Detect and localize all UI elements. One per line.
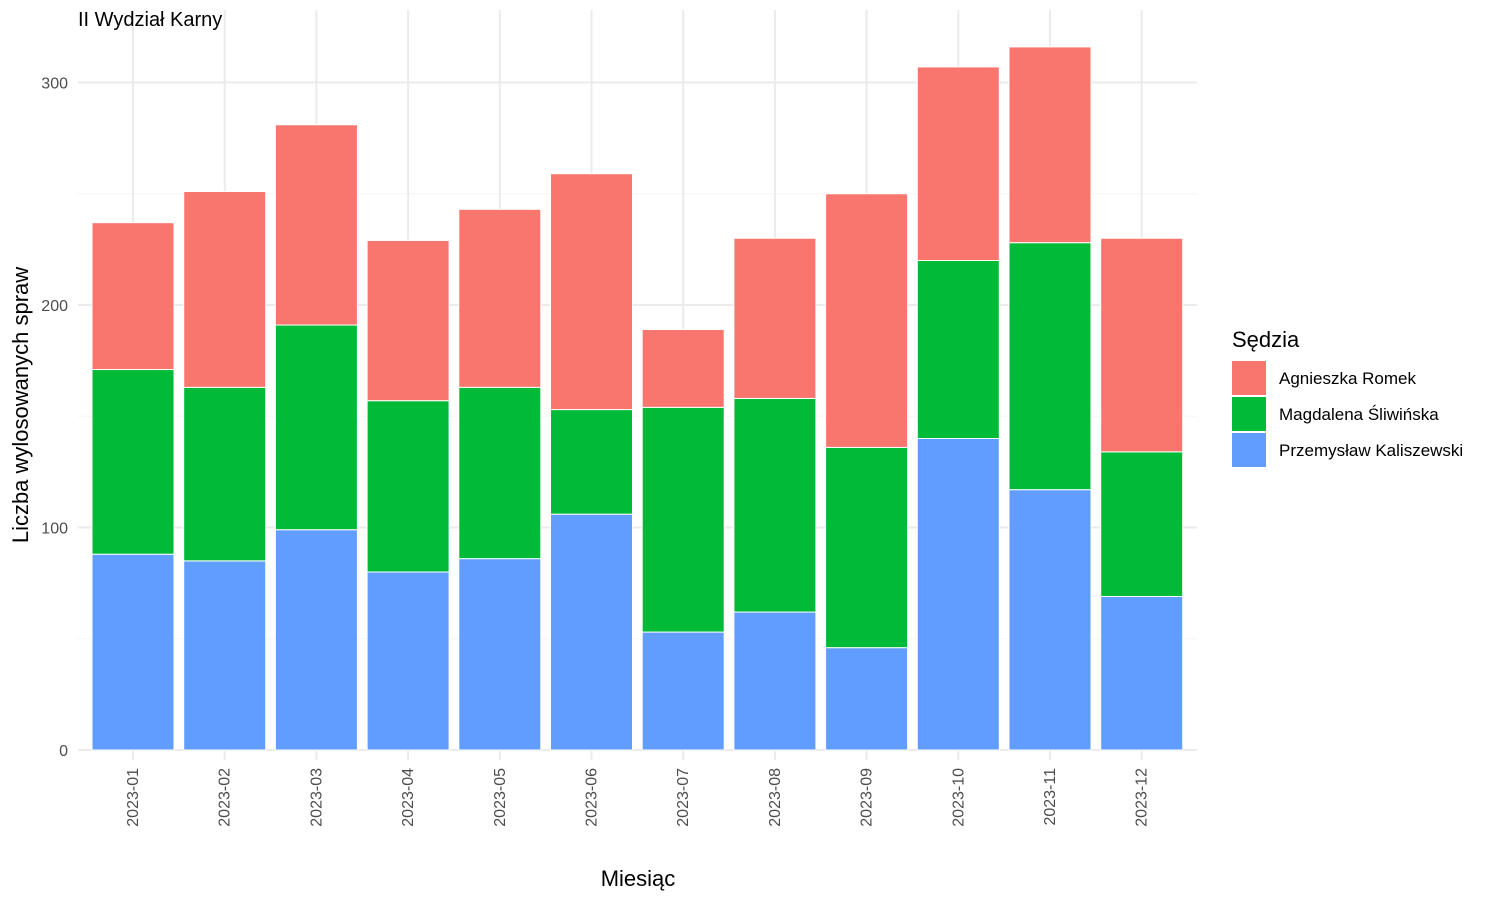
x-tick-label: 2023-02 <box>217 768 234 827</box>
bar-2023-05-1 <box>458 208 542 388</box>
bar-2023-09-3 <box>825 647 909 751</box>
bar-2023-08-3 <box>733 611 817 751</box>
bar-2023-03-2 <box>274 324 358 531</box>
bar-2023-08-1 <box>733 237 817 399</box>
bar-2023-05-3 <box>458 558 542 751</box>
y-tick-label: 0 <box>59 743 68 760</box>
bars <box>91 46 1184 751</box>
bar-2023-07-3 <box>641 631 725 751</box>
x-tick-label: 2023-04 <box>400 768 417 827</box>
bar-2023-02-3 <box>183 560 267 751</box>
bar-2023-03-1 <box>274 124 358 326</box>
legend-key-1 <box>1232 361 1266 395</box>
bar-2023-08-2 <box>733 397 817 613</box>
bar-2023-03-3 <box>274 529 358 751</box>
x-tick-label: 2023-10 <box>950 768 967 827</box>
bar-2023-05-2 <box>458 386 542 560</box>
bar-2023-04-3 <box>366 571 450 751</box>
bar-2023-12-2 <box>1100 451 1184 597</box>
legend-title: Sędzia <box>1232 327 1300 352</box>
x-tick-label: 2023-03 <box>308 768 325 827</box>
x-tick-label: 2023-11 <box>1042 768 1059 826</box>
y-axis-ticks: 0 100 200 300 <box>41 76 68 761</box>
bar-2023-10-1 <box>916 66 1000 261</box>
legend-label-3: Przemysław Kaliszewski <box>1279 441 1463 460</box>
bar-2023-11-3 <box>1008 489 1092 751</box>
x-axis-title: Miesiąc <box>601 866 676 891</box>
bar-2023-06-1 <box>550 173 633 411</box>
y-tick-label: 200 <box>41 298 68 315</box>
x-tick-label: 2023-06 <box>584 768 601 827</box>
x-tick-label: 2023-09 <box>859 768 876 827</box>
bar-2023-07-2 <box>641 406 725 633</box>
x-tick-label: 2023-12 <box>1134 768 1151 827</box>
x-tick-label: 2023-07 <box>675 768 692 827</box>
legend-items: Agnieszka Romek Magdalena Śliwińska Przemy… <box>1232 361 1463 467</box>
bar-2023-01-1 <box>91 222 175 371</box>
x-tick-label: 2023-08 <box>767 768 784 827</box>
bar-2023-01-2 <box>91 369 175 555</box>
x-tick-label: 2023-01 <box>125 768 142 827</box>
bar-2023-06-3 <box>550 513 633 751</box>
bar-2023-02-1 <box>183 191 267 388</box>
x-axis-ticks: 2023-01 2023-02 2023-03 2023-04 2023-05 2023-… <box>125 768 1151 827</box>
bar-2023-11-2 <box>1008 242 1092 491</box>
bar-2023-06-2 <box>550 409 633 515</box>
y-tick-label: 100 <box>41 521 68 538</box>
legend: Sędzia Agnieszka Romek Magdalena Śliwińsk… <box>1232 327 1463 467</box>
y-tick-label: 300 <box>41 76 68 93</box>
bar-2023-10-2 <box>916 260 1000 439</box>
bar-2023-07-1 <box>641 328 725 408</box>
bar-2023-12-1 <box>1100 237 1184 453</box>
y-axis-title: Liczba wylosowanych spraw <box>8 267 33 543</box>
bar-2023-11-1 <box>1008 46 1092 244</box>
bar-2023-10-3 <box>916 438 1000 751</box>
legend-key-3 <box>1232 433 1266 467</box>
bar-2023-02-2 <box>183 386 267 562</box>
bar-2023-12-3 <box>1100 595 1184 751</box>
bar-2023-04-1 <box>366 239 450 402</box>
legend-key-2 <box>1232 397 1266 431</box>
x-tick-label: 2023-05 <box>492 768 509 827</box>
bar-2023-04-2 <box>366 400 450 573</box>
chart-title: II Wydział Karny <box>78 9 222 31</box>
bar-2023-01-3 <box>91 553 175 751</box>
legend-label-1: Agnieszka Romek <box>1279 369 1417 388</box>
bar-2023-09-1 <box>825 193 909 448</box>
legend-label-2: Magdalena Śliwińska <box>1279 405 1439 424</box>
bar-2023-09-2 <box>825 446 909 649</box>
